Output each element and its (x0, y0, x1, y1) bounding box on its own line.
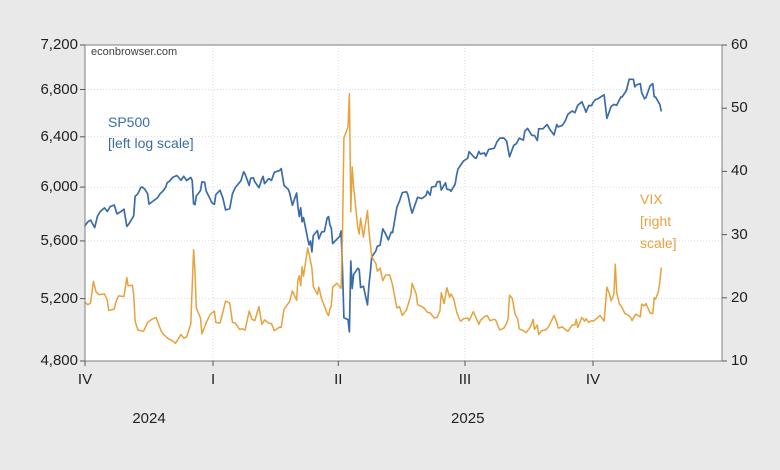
x-year-label: 2024 (132, 410, 166, 427)
y-right-tick-label: 20 (731, 288, 748, 306)
x-quarter-tick-label: I (210, 371, 216, 388)
vix-label-line3: scale] (640, 235, 677, 251)
y-right-tick-label: 30 (731, 225, 748, 243)
x-quarter-tick-label: IV (77, 371, 93, 388)
x-quarter-tick-label: II (334, 371, 343, 388)
y-right-tick-label: 40 (731, 162, 748, 180)
y-left-tick-label: 5,600 (40, 231, 78, 249)
y-left-tick-label: 6,800 (40, 80, 78, 98)
sp500-label-line2: [left log scale] (108, 135, 194, 151)
sp500-series-label: SP500 [left log scale] (108, 112, 194, 154)
x-quarter-tick-label: IV (585, 371, 601, 388)
y-left-tick-label: 4,800 (40, 352, 78, 369)
y-left-tick-label: 6,000 (40, 178, 78, 196)
y-right-tick-label: 60 (731, 36, 748, 53)
x-quarter-tick-label: III (458, 371, 472, 388)
vix-line (84, 92, 662, 345)
x-year-label: 2025 (451, 410, 485, 427)
watermark: econbrowser.com (91, 46, 178, 58)
y-left-tick-label: 7,200 (40, 36, 78, 53)
vix-series-label: VIX [right scale] (640, 188, 677, 254)
y-left-tick-label: 5,200 (40, 289, 78, 307)
y-right-tick-label: 10 (731, 352, 748, 369)
vix-label-line2: [right (640, 213, 672, 229)
sp500-label-line1: SP500 (108, 114, 151, 130)
y-left-tick-label: 6,400 (40, 127, 78, 145)
y-right-tick-label: 50 (731, 99, 748, 117)
plot-frame (84, 44, 723, 362)
sp500-line (84, 78, 663, 333)
vix-label-line1: VIX (640, 191, 663, 207)
